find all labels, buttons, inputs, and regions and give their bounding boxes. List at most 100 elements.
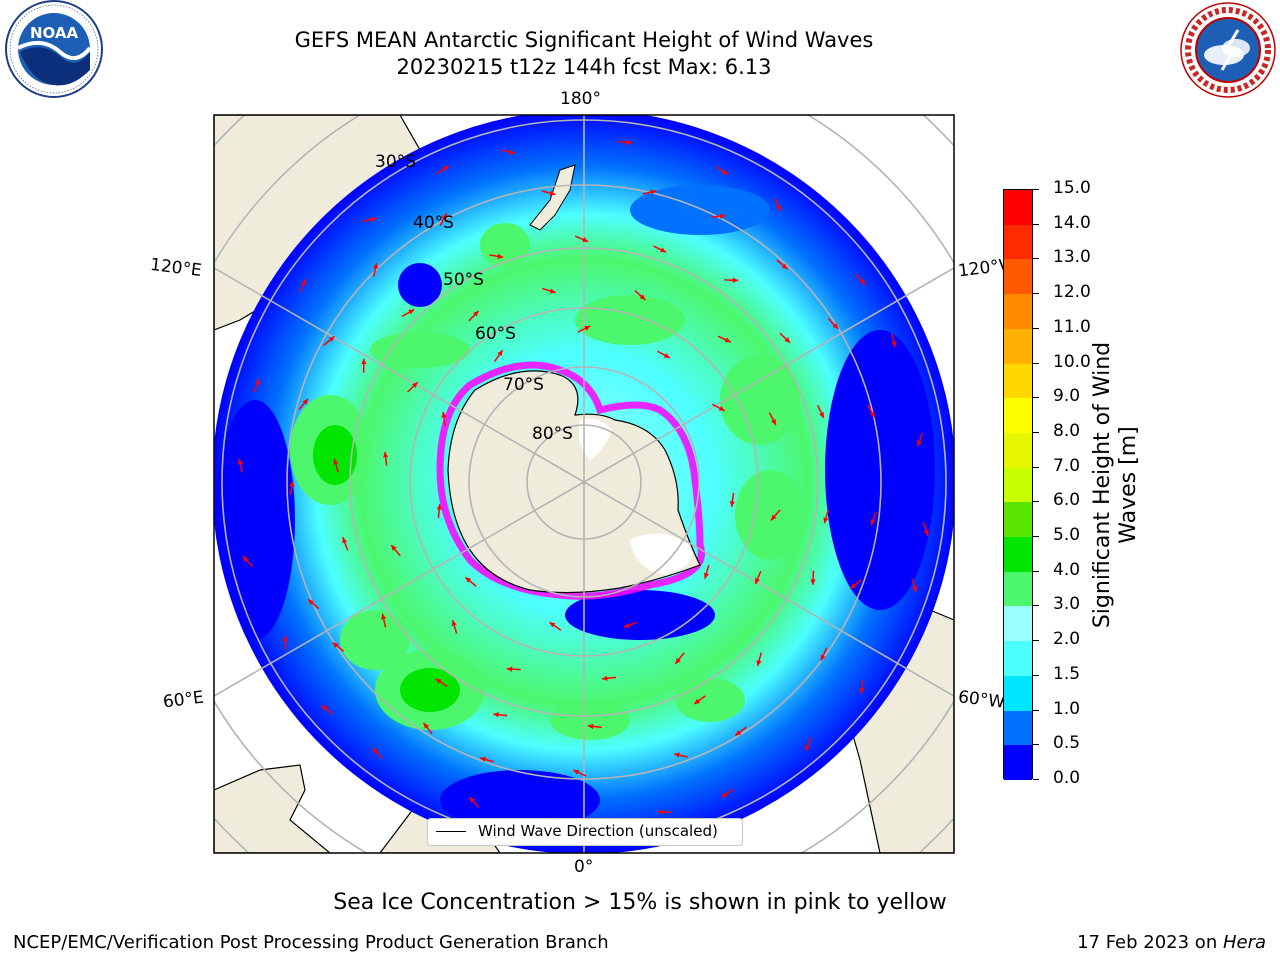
lat-label-60s: 60°S (475, 324, 516, 344)
wave-arrow-head (381, 613, 387, 620)
colorbar-tick-mark (1033, 362, 1039, 364)
wave-arrow-head (289, 481, 295, 487)
wave-direction-arrows (237, 139, 929, 824)
colorbar-segment (1004, 710, 1032, 746)
wave-arrow-head (850, 583, 857, 589)
wave-arrow-head (472, 310, 479, 317)
colorbar-tick-mark (1033, 466, 1039, 468)
colorbar (1003, 189, 1033, 780)
madagascar-land (214, 764, 331, 853)
wave-arrow-head (923, 529, 929, 536)
wave-arrow-head (333, 458, 339, 465)
footer-machine: Hera (1222, 932, 1266, 953)
colorbar-tick-mark (1033, 327, 1039, 329)
lat-label-40s: 40°S (413, 213, 454, 233)
wave-arrow-head (805, 745, 811, 752)
wave-arrow-head (722, 169, 728, 175)
colorbar-tick-label: 7.0 (1053, 455, 1081, 476)
wave-arrow-head (408, 309, 415, 315)
colorbar-tick-label: 14.0 (1053, 212, 1091, 233)
colorbar-segment (1004, 398, 1032, 433)
wave-arrow-head (729, 501, 735, 507)
wave-arrow-head (601, 675, 608, 681)
wave-arrow-head (441, 411, 447, 418)
wave-arrow-head (626, 139, 632, 146)
colorbar-segment (1004, 224, 1032, 260)
wave-arrow-head (891, 341, 897, 348)
colorbar-tick-label: 1.0 (1053, 698, 1081, 719)
colorbar-tick-mark (1033, 397, 1039, 399)
colorbar-segment (1004, 606, 1032, 642)
colorbar-tick-mark (1033, 536, 1039, 538)
wave-arrow-head (675, 657, 681, 664)
wave-arrow-head (328, 336, 335, 342)
wave-arrow-head (443, 166, 449, 172)
noaa-logo: NOAA (5, 0, 103, 98)
lat-label-30s: 30°S (375, 152, 416, 172)
wave-arrow-head (718, 405, 725, 411)
wave-arrow-head (732, 277, 739, 283)
wave-arrow-head (771, 418, 776, 425)
colorbar-tick-label: 8.0 (1053, 420, 1081, 441)
colorbar-tick-mark (1033, 605, 1039, 607)
colorbar-tick-label: 1.5 (1053, 663, 1081, 684)
colorbar-tick-label: 15.0 (1053, 178, 1091, 198)
colorbar-tick-mark (1033, 709, 1039, 711)
wave-arrow-head (242, 556, 249, 563)
colorbar-tick-label: 11.0 (1053, 316, 1091, 337)
colorbar-tick-mark (1033, 501, 1039, 503)
chart-title-line1: GEFS MEAN Antarctic Significant Height o… (294, 28, 874, 52)
lat-label-80s: 80°S (532, 424, 573, 444)
colorbar-segment (1004, 502, 1032, 538)
map-legend: Wind Wave Direction (unscaled) (427, 818, 743, 846)
wave-arrow-head (694, 698, 701, 705)
colorbar-tick-mark (1033, 189, 1039, 190)
wave-arrow-head (582, 237, 589, 242)
lon-label-180: 180° (560, 89, 601, 109)
colorbar-segment (1004, 363, 1032, 399)
wave-arrow-head (735, 730, 742, 736)
wave-arrow-head (436, 504, 442, 510)
colorbar-tick-label: 9.0 (1053, 386, 1081, 407)
lon-label-0: 0° (574, 857, 594, 877)
noaa-logo-text: NOAA (30, 24, 79, 42)
colorbar-tick-label: 0.5 (1053, 733, 1081, 754)
colorbar-tick-mark (1033, 223, 1039, 225)
colorbar-segment (1004, 571, 1032, 607)
colorbar-tick-mark (1033, 744, 1039, 746)
wave-arrow-head (451, 620, 457, 627)
wave-arrow-head (497, 253, 504, 259)
wave-arrow-head (411, 382, 418, 388)
colorbar-tick-label: 13.0 (1053, 247, 1091, 268)
wave-arrow-head (859, 278, 866, 285)
graticule (214, 115, 954, 853)
wave-arrow-head (869, 411, 875, 418)
wave-arrow-head (703, 572, 709, 579)
wave-arrow-head (781, 263, 788, 270)
wave-arrow-head (724, 337, 731, 343)
wave-arrow-head (587, 723, 594, 730)
wave-arrow-head (623, 622, 630, 628)
chart-title-line2: 20230215 t12z 144h fcst Max: 6.13 (396, 55, 772, 79)
colorbar-tick-label: 0.0 (1053, 768, 1081, 788)
wave-arrow-head (810, 579, 816, 585)
colorbar-tick-label: 5.0 (1053, 525, 1081, 546)
colorbar-segment (1004, 641, 1032, 676)
sea-ice-edge (436, 361, 705, 600)
wave-arrow-head (776, 205, 781, 212)
wave-arrow-head (383, 451, 389, 458)
wave-arrow-head (639, 294, 646, 300)
colorbar-tick-mark (1033, 779, 1039, 780)
wave-arrow-head (819, 412, 824, 419)
footer-branch: NCEP/EMC/Verification Post Processing Pr… (13, 932, 609, 953)
footer-date-text: 17 Feb 2023 on (1077, 932, 1223, 953)
nws-logo (1180, 2, 1276, 98)
colorbar-tick-mark (1033, 293, 1039, 295)
wave-arrow-head (784, 337, 791, 343)
colorbar-tick-label: 4.0 (1053, 559, 1081, 580)
wave-arrow-head (756, 660, 762, 666)
colorbar-tick-label: 10.0 (1053, 351, 1091, 372)
wave-arrow-head (917, 440, 922, 447)
wave-arrow-head (721, 791, 728, 798)
colorbar-segment (1004, 675, 1032, 711)
